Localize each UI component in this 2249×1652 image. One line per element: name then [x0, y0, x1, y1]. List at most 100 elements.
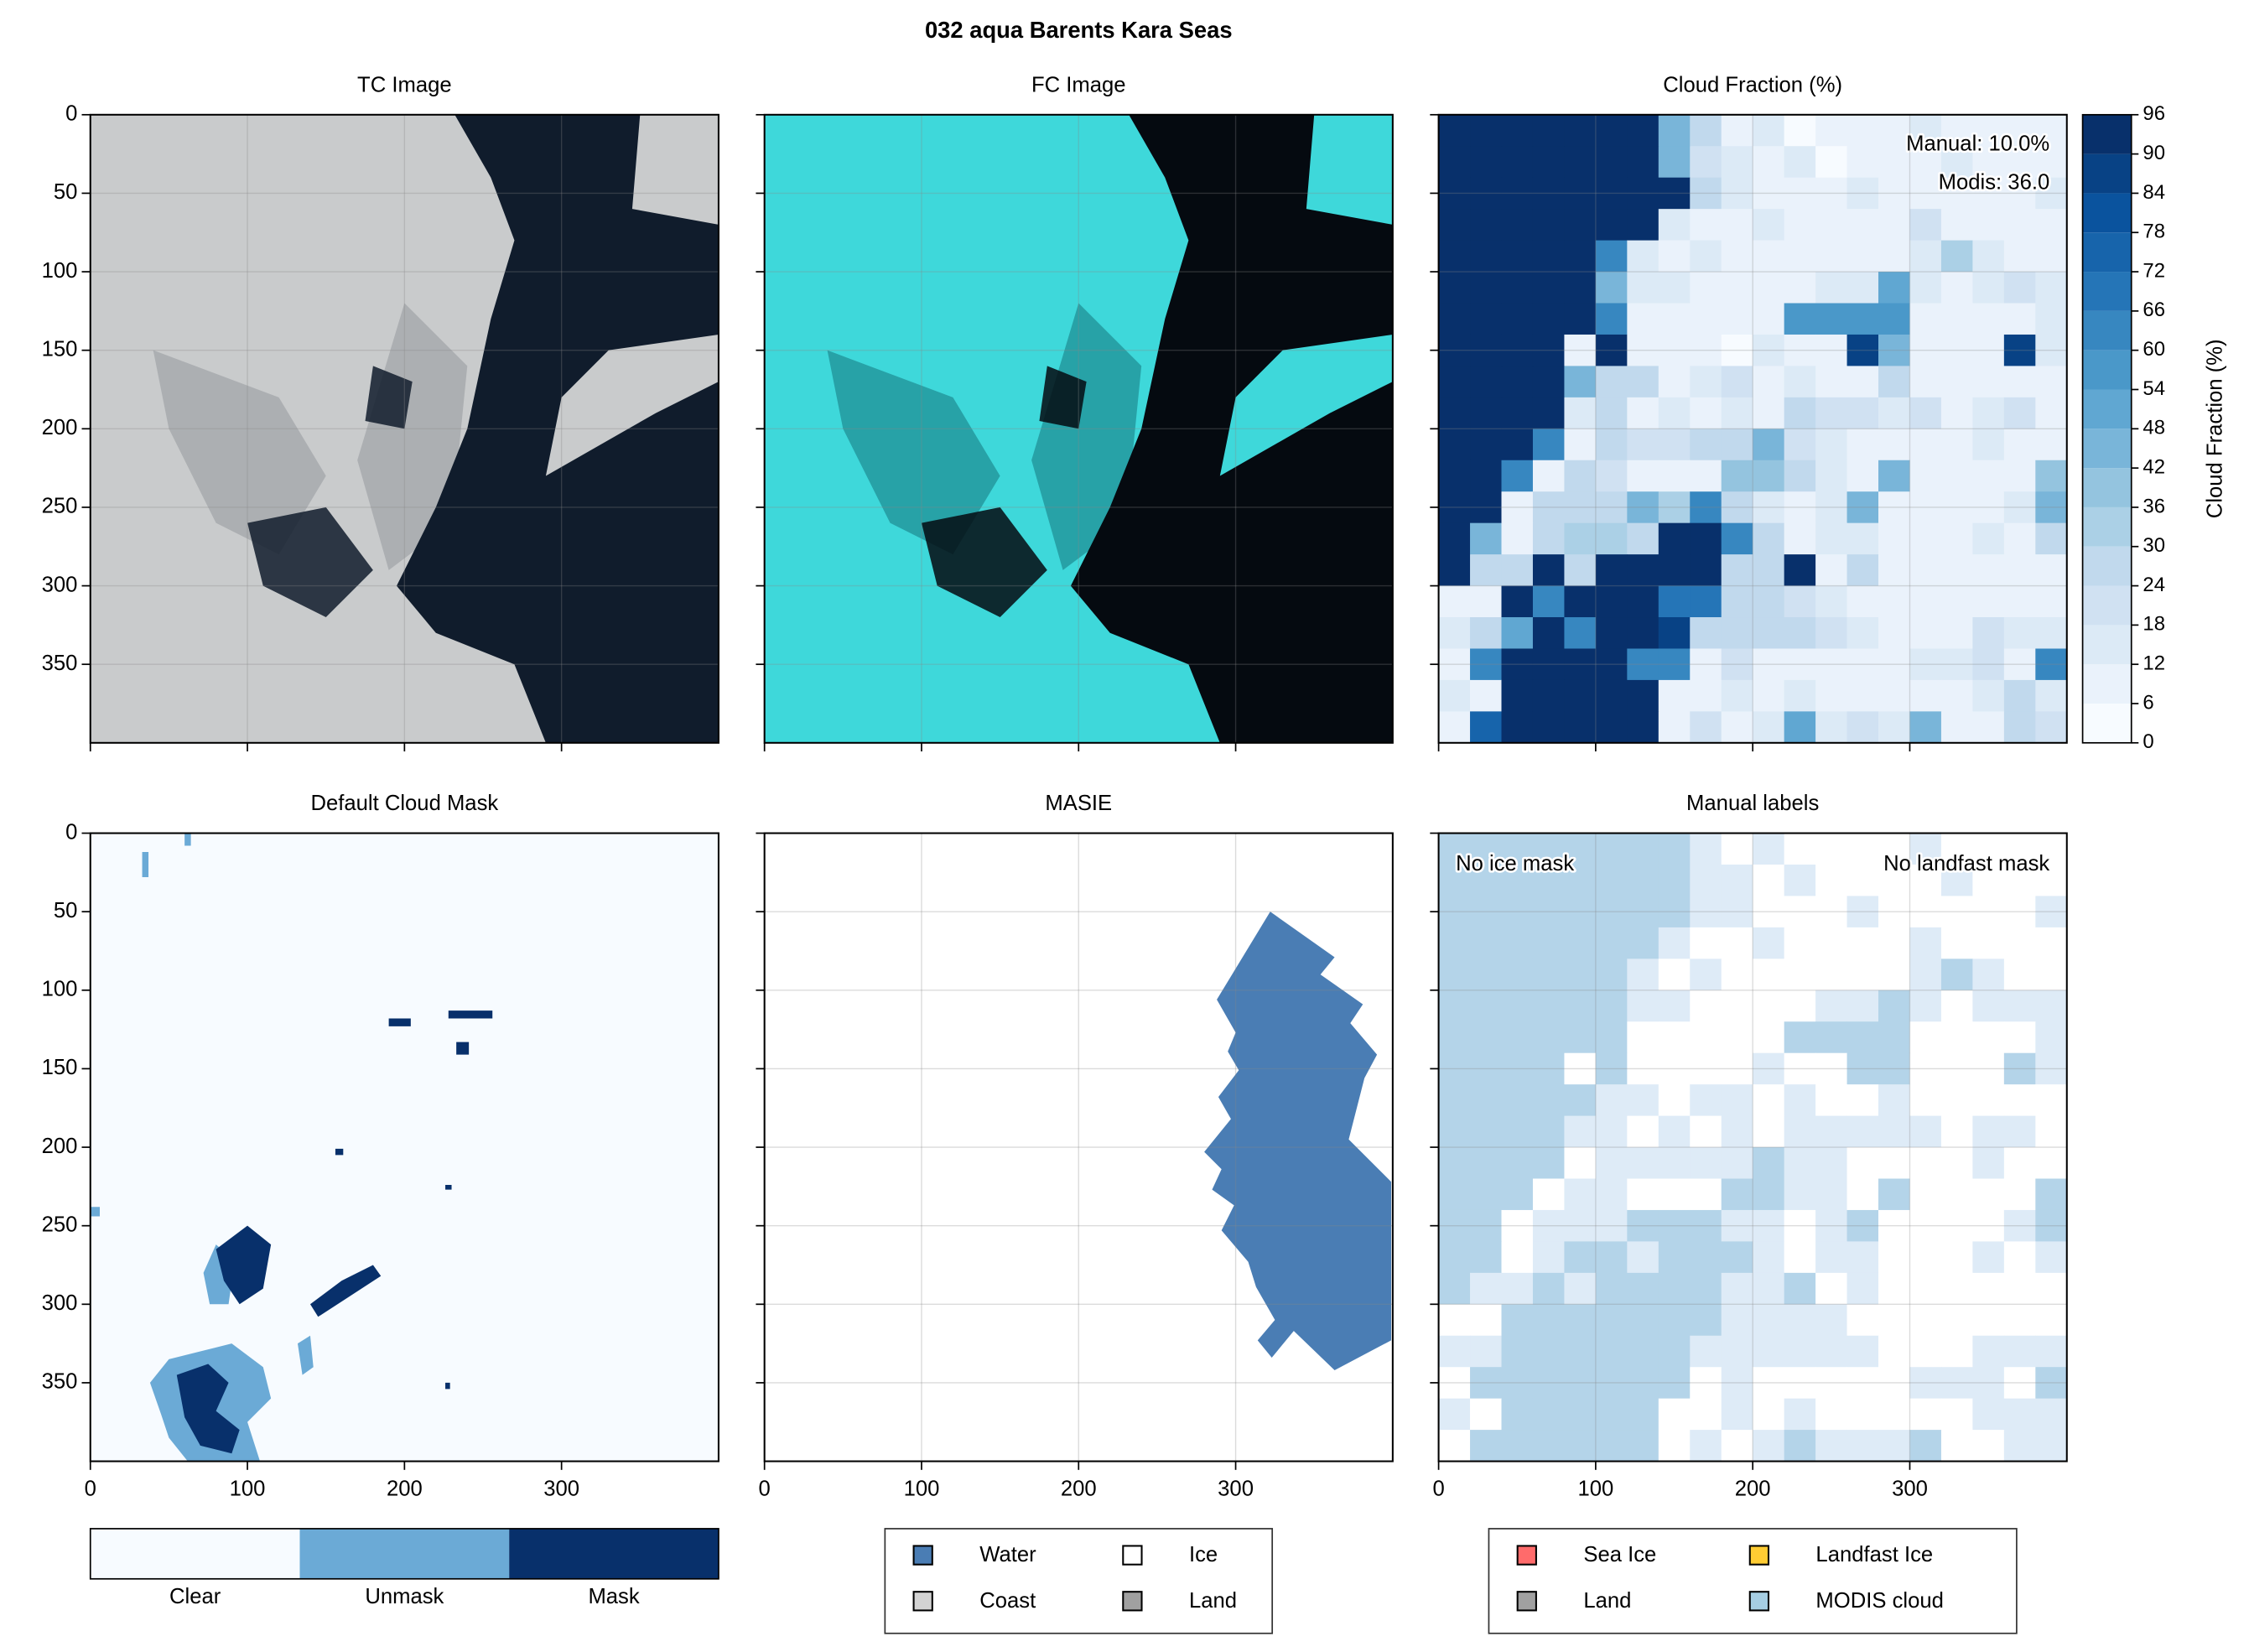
label-cell [1690, 1367, 1722, 1400]
heat-cell [1564, 177, 1597, 210]
heat-cell [1627, 397, 1659, 429]
heat-cell [1753, 429, 1785, 461]
heat-cell [1470, 240, 1503, 273]
label-cell [1438, 896, 1471, 928]
heat-cell [2003, 114, 2036, 147]
leads [247, 366, 413, 618]
label-cell [1753, 1335, 1785, 1368]
heat-cell [2035, 522, 2068, 555]
heat-cell [1784, 240, 1816, 273]
label-cell [1784, 1430, 1816, 1462]
label-cell [1721, 1335, 1753, 1368]
heat-cell [1690, 617, 1722, 649]
heat-cell [1940, 429, 1973, 461]
heat-cell [1532, 209, 1565, 242]
label-cell [1658, 1430, 1691, 1462]
annotation: Manual: 10.0% [1906, 132, 2049, 155]
heat-cell [1846, 711, 1879, 744]
legend-label: Clear [169, 1585, 221, 1608]
heat-cell [1658, 460, 1691, 492]
label-cell [1815, 1272, 1848, 1305]
label-cell [1470, 865, 1503, 896]
heat-cell [1846, 114, 1879, 147]
heat-cell [1815, 209, 1848, 242]
heat-cell [1878, 366, 1910, 398]
label-cell [1784, 1178, 1816, 1211]
label-cell [1784, 1052, 1816, 1085]
label-cell [1753, 1241, 1785, 1274]
label-cell [1690, 1115, 1722, 1148]
heat-cell [1564, 491, 1597, 524]
label-cell [1972, 1304, 2005, 1337]
heat-cell [1815, 334, 1848, 366]
colorbar-label: Cloud Fraction (%) [2203, 339, 2226, 518]
heat-cell [1690, 397, 1722, 429]
label-cell [1564, 958, 1597, 991]
heat-cell [1658, 648, 1691, 681]
heat-cell [1784, 491, 1816, 524]
figure-title: 032 aqua Barents Kara Seas [925, 17, 1233, 43]
legend-swatch [1516, 1591, 1537, 1612]
label-cell [1564, 1367, 1597, 1400]
label-cell [1815, 896, 1848, 928]
legend-swatch [1122, 1591, 1143, 1612]
label-cell [1501, 1209, 1534, 1242]
label-cell [1658, 1052, 1691, 1085]
heat-cell [1501, 366, 1534, 398]
label-cell [1501, 1304, 1534, 1337]
heat-cell [1627, 460, 1659, 492]
label-cell [1846, 1272, 1879, 1305]
heat-cell [1721, 679, 1753, 712]
label-cell [1501, 990, 1534, 1022]
colorbar-tick-label: 66 [2143, 299, 2165, 321]
heat-cell [1972, 272, 2005, 304]
heat-cell [1784, 334, 1816, 366]
heat-cell [2003, 146, 2036, 179]
label-cell [1690, 1209, 1722, 1242]
heat-cell [1501, 491, 1534, 524]
label-cell [1815, 1052, 1848, 1085]
heat-cell [1532, 460, 1565, 492]
label-cell [1972, 1178, 2005, 1211]
heat-cell [1940, 177, 1973, 210]
heat-cell [2003, 397, 2036, 429]
label-cell [1658, 990, 1691, 1022]
label-cell [1940, 1335, 1973, 1368]
heat-cell [1658, 303, 1691, 335]
heat-cell [1909, 303, 1942, 335]
heat-cell [1438, 679, 1471, 712]
heat-cell [1846, 209, 1879, 242]
heat-cell [1784, 272, 1816, 304]
colorbar-segment [2082, 585, 2132, 626]
label-cell [1784, 1398, 1816, 1431]
heat-cell [1501, 460, 1534, 492]
heat-cell [1753, 272, 1785, 304]
heat-cell [1753, 585, 1785, 618]
heat-cell [1940, 711, 1973, 744]
label-cell [1940, 958, 1973, 991]
label-cell [1721, 1021, 1753, 1054]
heat-cell [1470, 429, 1503, 461]
y-tick-label: 200 [42, 416, 78, 439]
heat-cell [1815, 679, 1848, 712]
label-cell [1501, 896, 1534, 928]
heat-cell [1753, 397, 1785, 429]
heat-cell [1909, 522, 1942, 555]
label-cell [1658, 1178, 1691, 1211]
axes-frame [763, 113, 1394, 744]
label-cell [1470, 1052, 1503, 1085]
heat-cell [2003, 429, 2036, 461]
label-cell [1815, 865, 1848, 896]
mask-region [176, 1010, 493, 1454]
label-cell [1972, 1335, 2005, 1368]
label-cell [1753, 927, 1785, 959]
heat-cell [1658, 429, 1691, 461]
heat-cell [2035, 114, 2068, 147]
heat-cell [1972, 146, 2005, 179]
legend-label: Land [1189, 1589, 1237, 1613]
heat-cell [1595, 303, 1628, 335]
label-cell [1564, 990, 1597, 1022]
heat-cell [1909, 585, 1942, 618]
label-cell [1564, 1398, 1597, 1431]
